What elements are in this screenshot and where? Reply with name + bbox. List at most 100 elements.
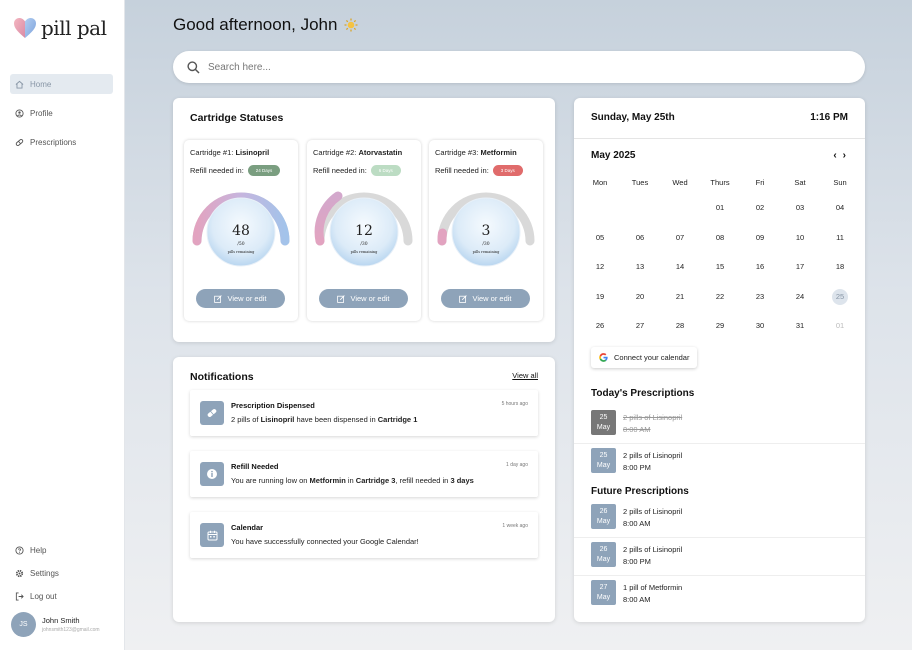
calendar-day[interactable]: 18 [820,259,860,275]
pills-caption: pills remaining [351,250,378,254]
pills-remaining: 12 [355,223,373,239]
calendar-day[interactable]: 20 [620,289,660,305]
calendar-day[interactable]: 28 [660,318,700,334]
day-number: 02 [755,203,765,212]
prescription-item[interactable]: 27 May 1 pill of Metformin 8:00 AM [574,576,865,614]
calendar-day[interactable]: 26 [580,318,620,334]
day-number [632,200,648,216]
calendar-day[interactable]: 03 [780,200,820,216]
greeting-text: Good afternoon, John [173,15,338,34]
pill-gauge: 3 /30 pills remaining [437,192,535,267]
profile-icon [15,108,24,118]
notification-title: Prescription Dispensed [231,401,315,410]
refill-info: Refill needed in: 6 Days [313,165,401,176]
calendar-day[interactable]: 17 [780,259,820,275]
pills-caption: pills remaining [228,250,255,254]
calendar-day[interactable]: 27 [620,318,660,334]
calendar-day[interactable]: 14 [660,259,700,275]
calendar-day[interactable]: 08 [700,230,740,246]
day-number: 15 [715,262,725,272]
calendar-day[interactable]: 23 [740,289,780,305]
calendar-day[interactable]: 15 [700,259,740,275]
prescription-item[interactable]: 25 May 2 pills of Lisinopril 8:00 PM [574,444,865,482]
refill-info: Refill needed in: 3 Days [435,165,523,176]
view-all-link[interactable]: View all [512,371,538,380]
notification-title: Refill Needed [231,462,279,471]
calendar-day[interactable]: 30 [740,318,780,334]
view-edit-button[interactable]: View or edit [196,289,285,308]
notification-item[interactable]: Calendar 1 week ago You have successfull… [190,512,538,558]
future-prescriptions-title: Future Prescriptions [591,486,689,497]
pill-icon [15,138,24,146]
user-name: John Smith [42,616,80,625]
sidebar-item-home[interactable]: Home [10,74,113,94]
sidebar: pill pal Home Profile Prescriptions Help… [0,0,125,650]
weekday-label: Wed [672,178,688,187]
cartridge-statuses-title: Cartridge Statuses [190,112,284,124]
calendar-day[interactable]: 22 [700,289,740,305]
logo[interactable]: pill pal [13,16,107,40]
divider [574,443,865,444]
gear-icon [15,569,24,577]
prescription-item[interactable]: 26 May 2 pills of Lisinopril 8:00 PM [574,538,865,576]
calendar-day[interactable]: 02 [740,200,780,216]
view-edit-button[interactable]: View or edit [319,289,408,308]
day-number: 27 [635,321,645,331]
calendar-grid: 01 02 03 04 05 06 07 08 09 10 11 12 13 14 15 16 17 18 19 20… [580,200,860,348]
calendar-day[interactable]: 12 [580,259,620,275]
sun-icon [344,18,358,32]
cartridge-statuses-card: Cartridge Statuses Cartridge #1: Lisinop… [173,98,555,342]
connect-calendar-button[interactable]: Connect your calendar [591,347,698,368]
prescription-date: 25 May [591,448,616,473]
app-name: pill pal [41,16,107,40]
calendar-day[interactable]: 01 [700,200,740,216]
day-number: 30 [755,321,765,331]
calendar-day[interactable]: 16 [740,259,780,275]
calendar-empty [660,200,700,216]
prescription-date: 26 May [591,504,616,529]
sidebar-item-settings[interactable]: Settings [10,563,113,583]
cartridge-card: Cartridge #3: Metformin Refill needed in… [429,140,543,321]
calendar-day[interactable]: 13 [620,259,660,275]
notification-item[interactable]: Prescription Dispensed 5 hours ago 2 pil… [190,390,538,436]
calendar-day[interactable]: 25 [820,288,860,305]
search-input[interactable] [208,61,808,73]
sidebar-item-label: Profile [30,108,53,118]
notification-time: 1 week ago [502,523,528,529]
calendar-day[interactable]: 09 [740,230,780,246]
chevron-left-icon[interactable]: ‹ [833,150,837,161]
pills-remaining: 48 [232,223,250,239]
notification-item[interactable]: Refill Needed 1 day ago You are running … [190,451,538,497]
view-edit-button[interactable]: View or edit [441,289,530,308]
chevron-right-icon[interactable]: › [842,150,846,161]
day-number [592,200,608,216]
day-number: 19 [595,291,605,301]
calendar-day[interactable]: 11 [820,230,860,246]
bottom-nav: Help Settings Log out [10,540,113,609]
sidebar-item-prescriptions[interactable]: Prescriptions [10,132,113,152]
user-profile[interactable]: JS John Smith johnsmith123@gmail.com [11,612,100,637]
calendar-day[interactable]: 24 [780,289,820,305]
calendar-day[interactable]: 04 [820,200,860,216]
notifications-card: Notifications View all Prescription Disp… [173,357,555,622]
calendar-day[interactable]: 07 [660,230,700,246]
prescription-time: 8:00 AM [623,425,651,434]
calendar-day[interactable]: 31 [780,318,820,334]
calendar-day[interactable]: 29 [700,318,740,334]
prescription-item[interactable]: 25 May 2 pills of Lisinopril 8:00 AM [574,406,865,444]
sidebar-item-help[interactable]: Help [10,540,113,560]
main-nav: Home Profile Prescriptions [10,74,113,161]
calendar-day[interactable]: 06 [620,230,660,246]
calendar-day[interactable]: 05 [580,230,620,246]
sidebar-item-logout[interactable]: Log out [10,586,113,606]
pill-gauge: 48 /50 pills remaining [192,192,290,267]
day-number: 12 [595,262,605,272]
search-bar[interactable] [173,51,865,83]
sidebar-item-profile[interactable]: Profile [10,103,113,123]
prescription-date: 25 May [591,410,616,435]
calendar-day[interactable]: 19 [580,289,620,305]
calendar-day[interactable]: 21 [660,289,700,305]
calendar-day[interactable]: 01 [820,318,860,334]
calendar-day[interactable]: 10 [780,230,820,246]
prescription-item[interactable]: 26 May 2 pills of Lisinopril 8:00 AM [574,500,865,538]
